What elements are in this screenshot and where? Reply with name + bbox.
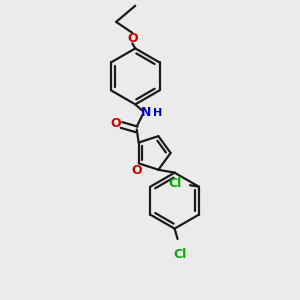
Text: O: O — [132, 164, 142, 177]
Text: Cl: Cl — [174, 248, 187, 261]
Text: O: O — [127, 32, 138, 45]
Text: Cl: Cl — [168, 177, 181, 190]
Text: N: N — [140, 106, 151, 119]
Text: H: H — [153, 108, 162, 118]
Text: O: O — [111, 117, 122, 130]
